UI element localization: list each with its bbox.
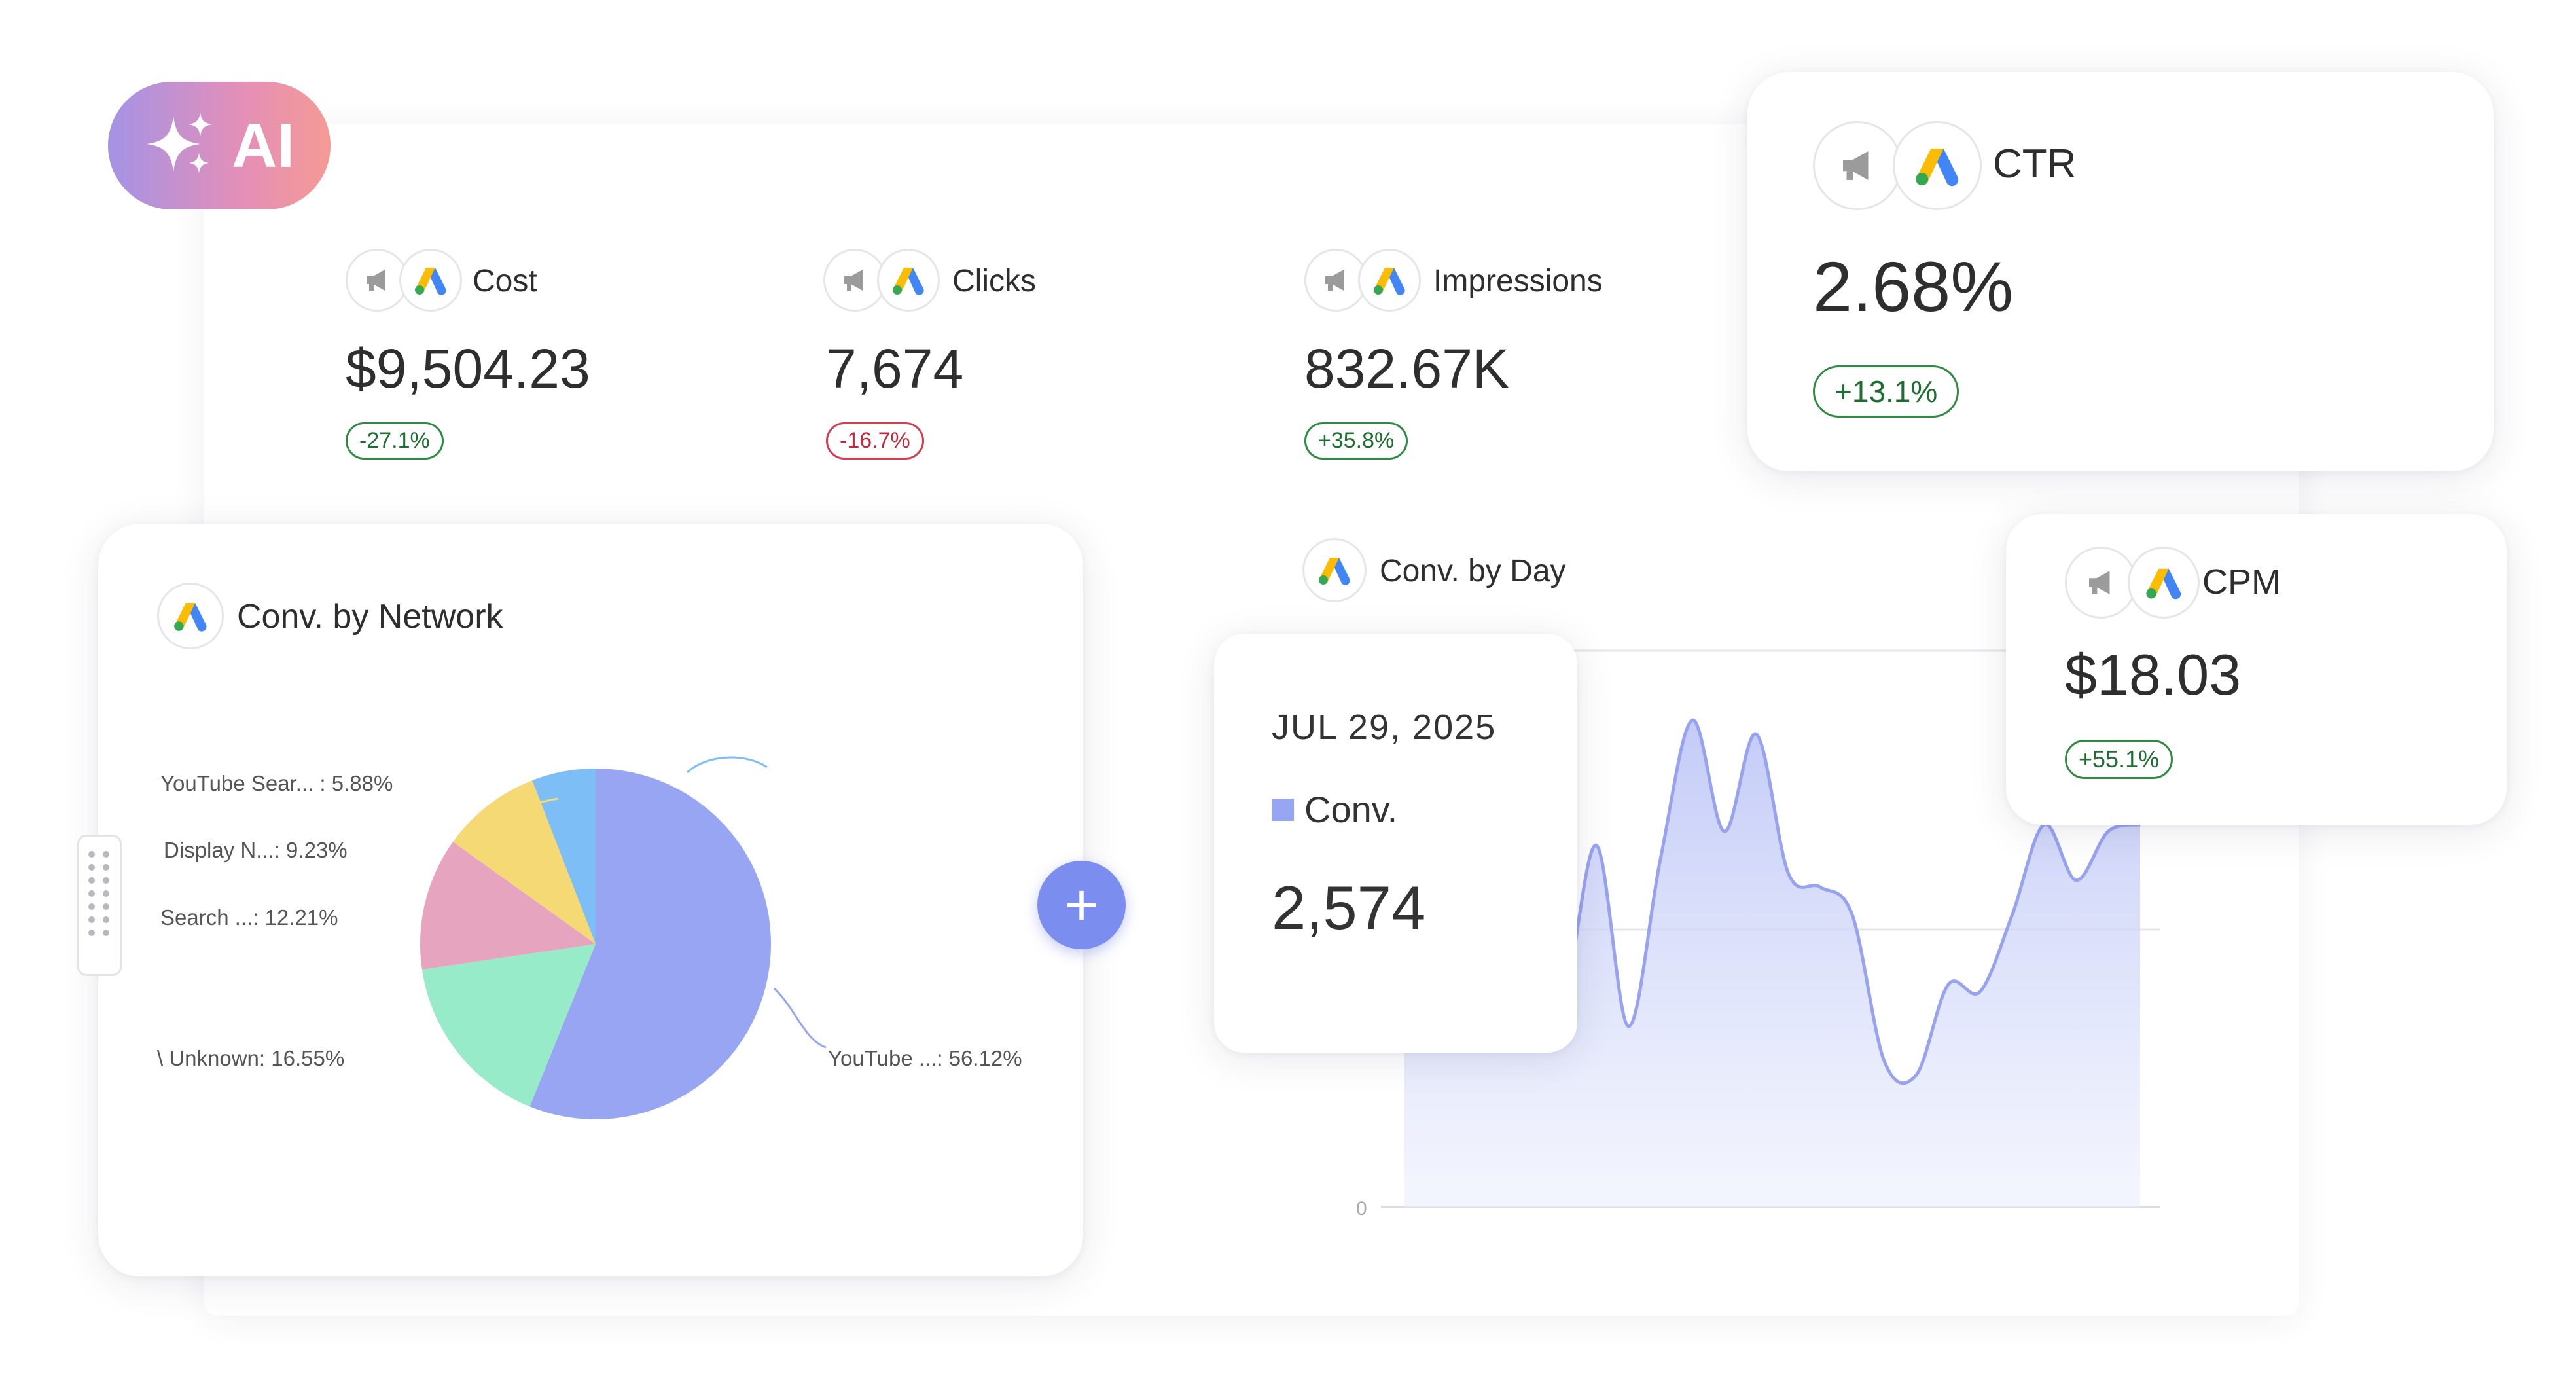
clicks-value: 7,674: [826, 338, 964, 399]
day-source-icons: [1302, 538, 1367, 602]
ctr-card: CTR 2.68% +13.1%: [1747, 72, 2494, 471]
cpm-title: CPM: [2202, 562, 2281, 602]
network-source-icons: [157, 583, 224, 649]
area-fill: [1404, 720, 2140, 1207]
leader-youtube-search: [686, 756, 768, 774]
series-swatch: [1272, 798, 1294, 821]
tooltip-series: Conv.: [1272, 788, 1397, 831]
leader-search: [467, 900, 531, 913]
ctr-title: CTR: [1993, 141, 2077, 187]
ctr-change-badge: +13.1%: [1813, 365, 1959, 418]
megaphone-icon: [823, 249, 886, 312]
tooltip-series-name: Conv.: [1304, 789, 1398, 830]
pie-label-youtube-search: YouTube Sear... : 5.88%: [160, 771, 393, 795]
y-axis-zero-label: 0: [1356, 1198, 1367, 1220]
cpm-card: CPM $18.03 +55.1%: [2006, 514, 2507, 825]
impressions-value: 832.67K: [1304, 338, 1509, 399]
google-ads-icon: [399, 249, 462, 312]
impressions-title: Impressions: [1433, 264, 1603, 299]
conv-by-network-card: Conv. by Network YouTube Sear... : 5.88%…: [98, 524, 1083, 1276]
megaphone-icon: [2065, 547, 2137, 619]
pie-slice-4[interactable]: [532, 769, 596, 944]
cost-change-badge: -27.1%: [346, 422, 444, 460]
google-ads-icon: [1893, 121, 1982, 210]
ctr-value: 2.68%: [1813, 247, 2014, 326]
google-ads-icon: [157, 583, 224, 649]
pie-slice-0[interactable]: [529, 769, 772, 1119]
cpm-change-badge: +55.1%: [2065, 740, 2174, 779]
cost-source-icons: [346, 249, 462, 312]
megaphone-icon: [346, 249, 408, 312]
drag-handle[interactable]: [77, 835, 122, 976]
megaphone-icon: [1304, 249, 1367, 312]
sparkle-icon: [147, 112, 212, 173]
cost-value: $9,504.23: [346, 338, 590, 399]
tooltip-date: JUL 29, 2025: [1272, 708, 1497, 747]
pie-slice-1[interactable]: [421, 944, 596, 1107]
leader-unknown: [467, 1046, 536, 1065]
leader-display: [471, 797, 558, 833]
google-ads-icon: [1358, 249, 1421, 312]
pie-label-display: Display N...: 9.23%: [164, 838, 348, 862]
impressions-change-badge: +35.8%: [1304, 422, 1408, 460]
cost-title: Cost: [473, 264, 537, 299]
plus-icon: +: [1064, 872, 1099, 938]
pie-label-search: Search ...: 12.21%: [160, 905, 338, 930]
ai-label: AI: [232, 110, 295, 181]
google-ads-icon: [877, 249, 940, 312]
impressions-source-icons: [1304, 249, 1421, 312]
network-chart-title: Conv. by Network: [237, 598, 503, 636]
ai-button[interactable]: AI: [108, 82, 331, 209]
google-ads-icon: [1302, 538, 1367, 602]
megaphone-icon: [1813, 121, 1902, 210]
clicks-change-badge: -16.7%: [826, 422, 924, 460]
tooltip-value: 2,574: [1272, 873, 1426, 942]
cpm-source-icons: [2065, 547, 2200, 619]
day-chart-title: Conv. by Day: [1380, 554, 1566, 588]
clicks-title: Clicks: [952, 264, 1036, 299]
add-widget-button[interactable]: +: [1037, 861, 1126, 949]
clicks-source-icons: [823, 249, 940, 312]
ctr-source-icons: [1813, 121, 1982, 210]
leader-youtube: [773, 987, 827, 1049]
cpm-value: $18.03: [2065, 642, 2242, 707]
chart-tooltip: JUL 29, 2025 Conv. 2,574: [1214, 634, 1577, 1053]
pie-slice-2[interactable]: [420, 841, 596, 969]
google-ads-icon: [2128, 547, 2200, 619]
pie-label-unknown: \ Unknown: 16.55%: [157, 1046, 345, 1070]
conv-by-network-pie: [420, 756, 827, 1119]
pie-label-youtube: YouTube ...: 56.12%: [828, 1046, 1022, 1070]
